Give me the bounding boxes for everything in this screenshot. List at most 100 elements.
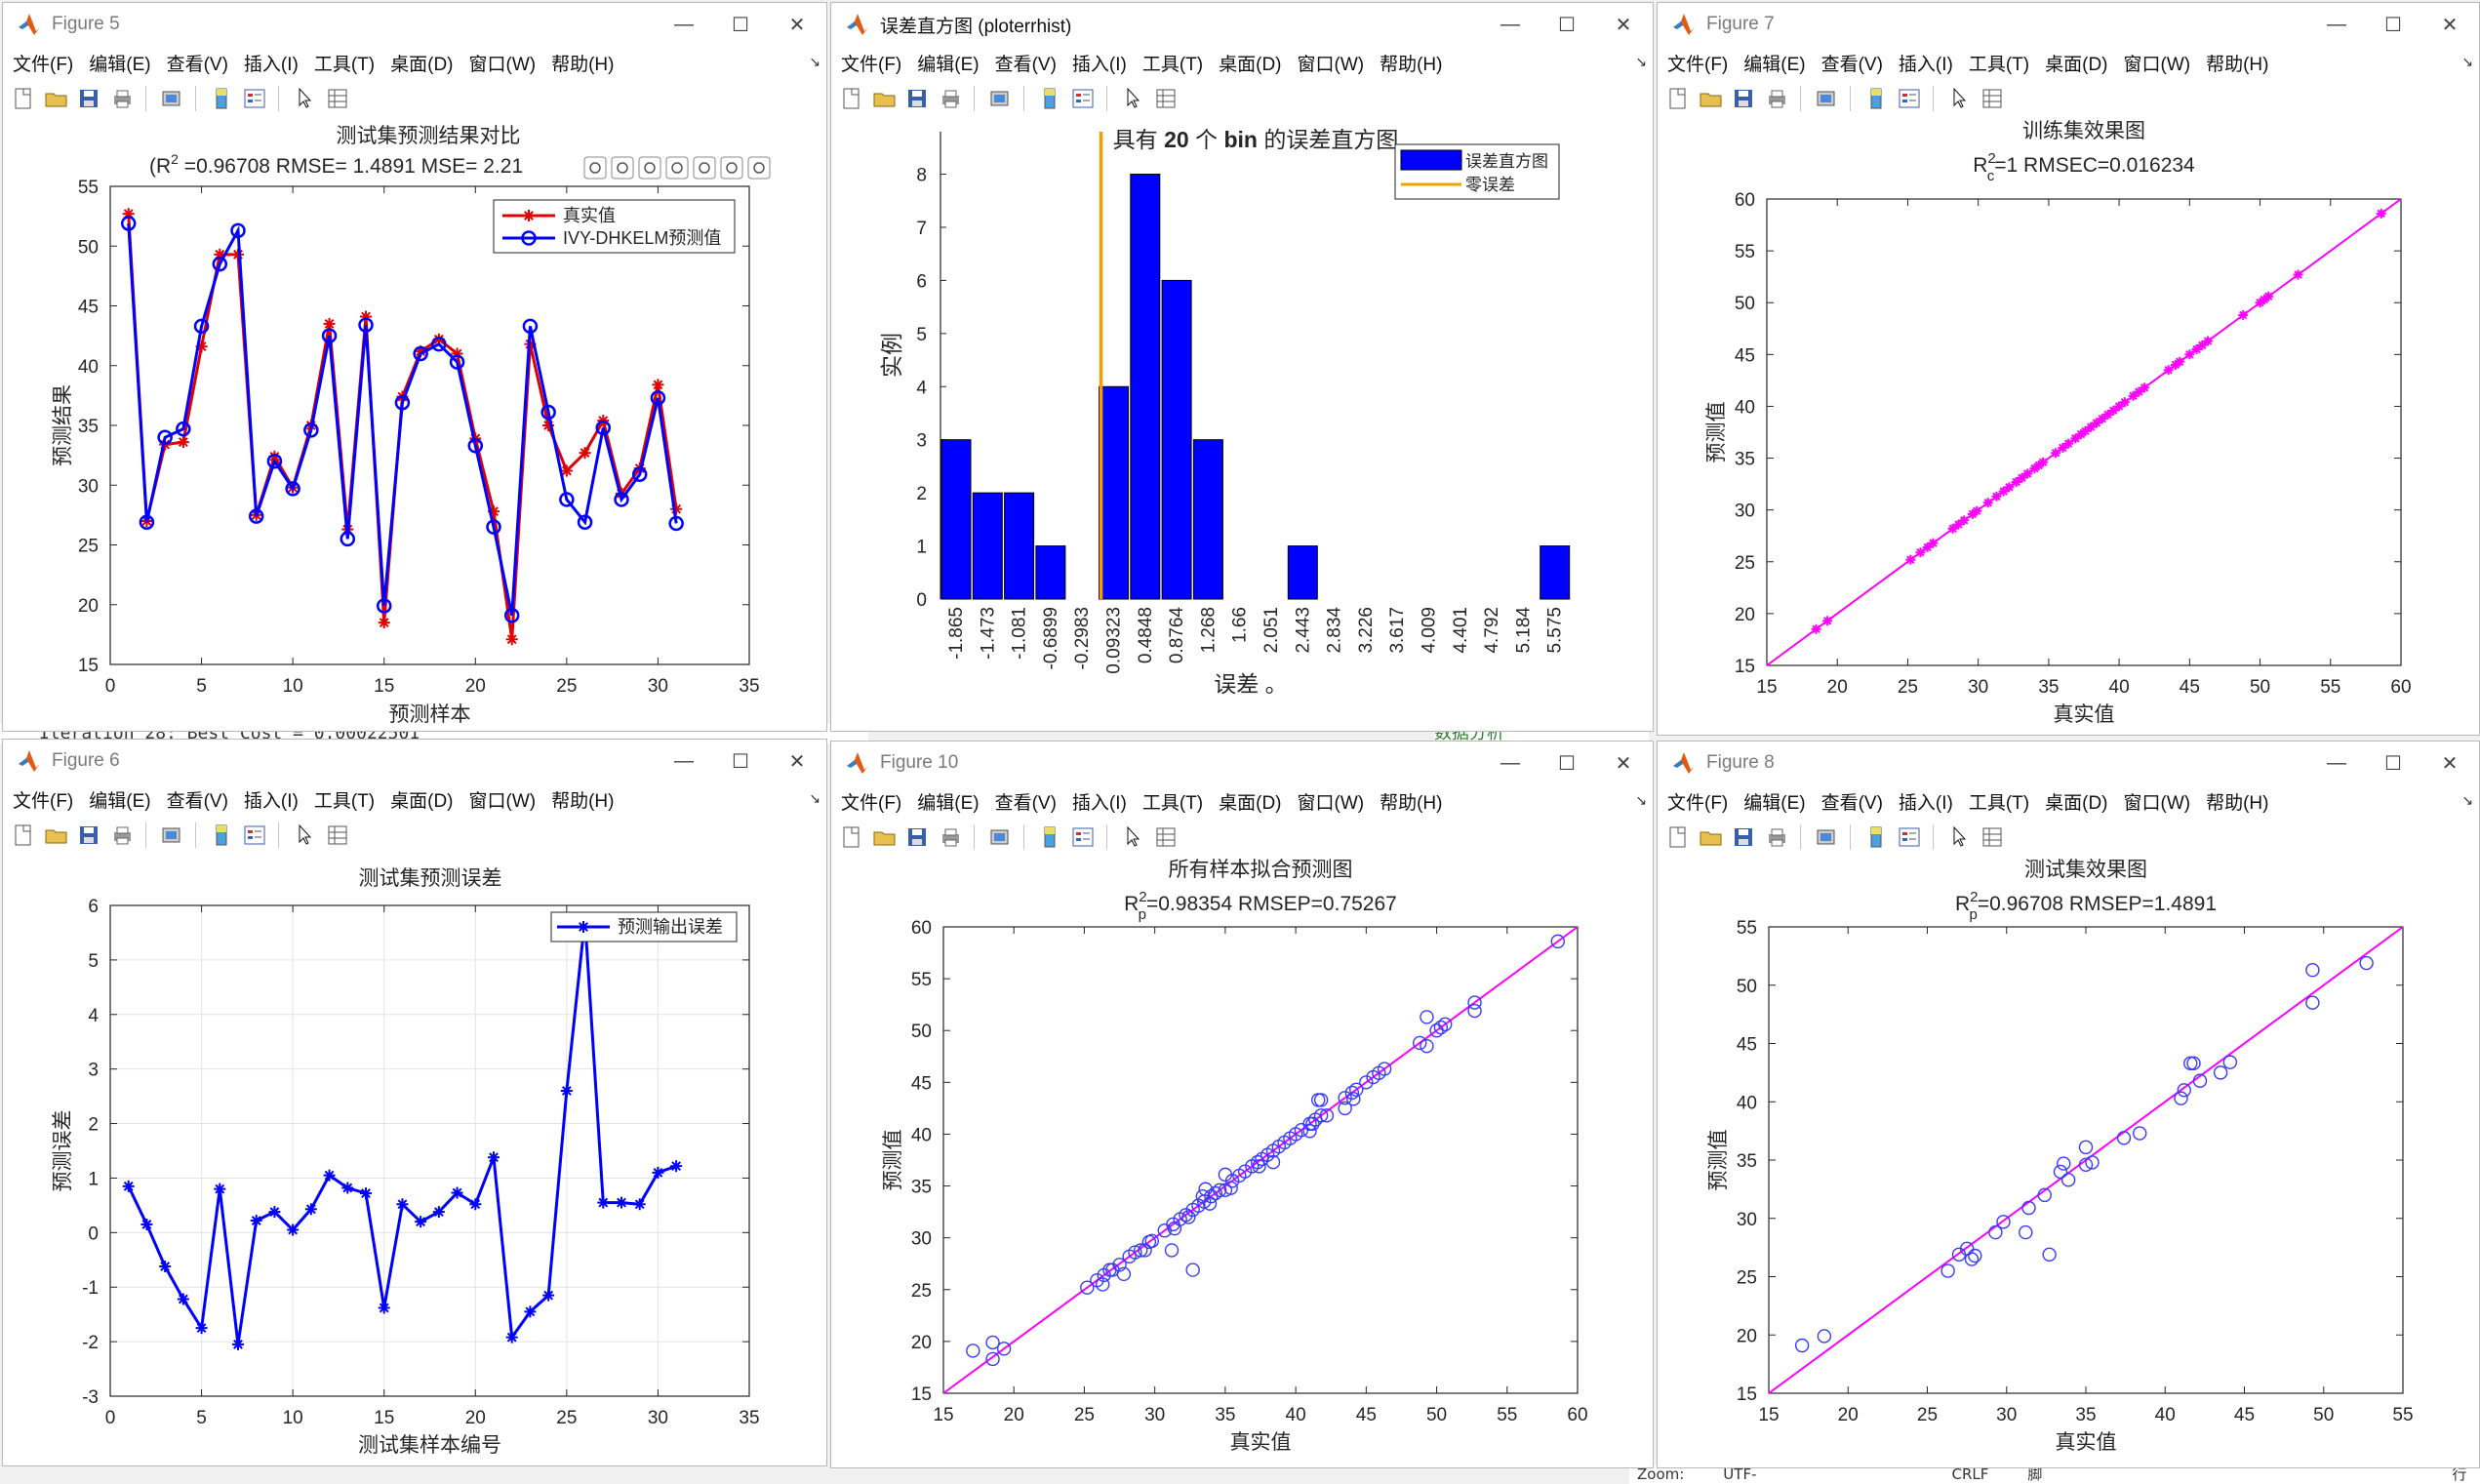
menu-overflow-arrow-icon[interactable]: ↘ — [2461, 792, 2473, 808]
figure-10-window[interactable]: Figure 10 — ☐ ✕ 文件(F) 编辑(E) 查看(V) 插入(I) 工具(T) 桌面(… — [830, 741, 1654, 1468]
menu-item-5[interactable]: 桌面(D) — [390, 54, 454, 75]
legend-button[interactable] — [241, 85, 268, 112]
menu-item-2[interactable]: 查看(V) — [994, 54, 1057, 75]
colorbar-button[interactable] — [1862, 85, 1890, 112]
menu-overflow-arrow-icon[interactable]: ↘ — [2461, 54, 2473, 69]
minimize-button[interactable]: — — [657, 740, 711, 782]
close-button[interactable]: ✕ — [2422, 742, 2477, 784]
pointer-button[interactable] — [1945, 85, 1973, 112]
menu-item-3[interactable]: 插入(I) — [1071, 54, 1127, 75]
axes[interactable]: 15 20 25 30 35 40 45 50 55 15 20 25 30 35 40 45 50 55 — [1737, 918, 2414, 1425]
legend-button[interactable] — [1896, 85, 1923, 112]
pointer-button[interactable] — [291, 822, 318, 849]
menu-item-1[interactable]: 编辑(E) — [917, 792, 980, 814]
figure-6-window[interactable]: Figure 6 — ☐ ✕ 文件(F) 编辑(E) 查看(V) 插入(I) 工具(T) 桌面(D… — [2, 739, 827, 1466]
menu-item-4[interactable]: 工具(T) — [1141, 54, 1204, 75]
pointer-button[interactable] — [1119, 85, 1146, 112]
open-folder-button[interactable] — [1697, 823, 1724, 851]
menu-item-5[interactable]: 桌面(D) — [390, 790, 454, 812]
colorbar-button[interactable] — [1862, 823, 1890, 851]
menu-item-1[interactable]: 编辑(E) — [89, 54, 151, 75]
menu-item-3[interactable]: 插入(I) — [1898, 792, 1953, 814]
menu-item-2[interactable]: 查看(V) — [994, 792, 1057, 814]
menu-item-4[interactable]: 工具(T) — [1141, 792, 1204, 814]
menu-item-6[interactable]: 窗口(W) — [468, 54, 537, 75]
maximize-button[interactable]: ☐ — [1540, 3, 1594, 46]
menu-item-0[interactable]: 文件(F) — [841, 54, 902, 75]
axes-toolbar[interactable] — [583, 156, 771, 180]
menu-overflow-arrow-icon[interactable]: ↘ — [1635, 792, 1647, 808]
title-bar[interactable]: Figure 5 — [3, 3, 826, 46]
print-preview-button[interactable] — [158, 822, 185, 849]
save-button[interactable] — [75, 822, 102, 849]
menu-item-0[interactable]: 文件(F) — [841, 792, 902, 814]
menu-item-4[interactable]: 工具(T) — [1968, 792, 2030, 814]
property-inspector-button[interactable] — [1979, 823, 2006, 851]
print-preview-button[interactable] — [986, 823, 1014, 851]
menu-item-3[interactable]: 插入(I) — [1898, 54, 1953, 75]
figure-5-window[interactable]: Figure 5 — ☐ ✕ 文件(F) 编辑(E) 查看(V) 插入(I) 工具(T) 桌面(D… — [2, 2, 827, 732]
menu-item-2[interactable]: 查看(V) — [166, 790, 228, 812]
open-folder-button[interactable] — [42, 822, 69, 849]
axes[interactable]: 15 20 25 30 35 40 45 50 55 60 15 20 25 30 35 40 45 50 55 60 — [1735, 190, 2412, 698]
menu-item-4[interactable]: 工具(T) — [313, 790, 376, 812]
menu-item-1[interactable]: 编辑(E) — [1743, 54, 1806, 75]
menu-item-0[interactable]: 文件(F) — [13, 54, 74, 75]
menu-item-6[interactable]: 窗口(W) — [1297, 792, 1365, 814]
save-button[interactable] — [903, 823, 931, 851]
menu-item-4[interactable]: 工具(T) — [313, 54, 376, 75]
title-bar[interactable]: 误差直方图 (ploterrhist) — [831, 3, 1653, 46]
menu-item-1[interactable]: 编辑(E) — [917, 54, 980, 75]
zoom-out-icon[interactable] — [720, 156, 743, 180]
new-file-button[interactable] — [9, 85, 36, 112]
open-folder-button[interactable] — [1697, 85, 1724, 112]
property-inspector-button[interactable] — [1152, 823, 1180, 851]
save-button[interactable] — [1730, 85, 1757, 112]
property-inspector-button[interactable] — [324, 822, 351, 849]
menu-item-0[interactable]: 文件(F) — [1667, 792, 1729, 814]
title-bar[interactable]: Figure 7 — [1658, 3, 2479, 46]
title-bar[interactable]: Figure 8 — [1658, 742, 2479, 784]
menu-overflow-arrow-icon[interactable]: ↘ — [809, 54, 820, 69]
title-bar[interactable]: Figure 10 — [831, 742, 1653, 784]
figure-7-window[interactable]: Figure 7 — ☐ ✕ 文件(F) 编辑(E) 查看(V) 插入(I) 工具(T) 桌面(D… — [1657, 2, 2480, 736]
save-button[interactable] — [903, 85, 931, 112]
colorbar-button[interactable] — [1036, 85, 1063, 112]
menu-item-1[interactable]: 编辑(E) — [1743, 792, 1806, 814]
title-bar[interactable]: Figure 6 — [3, 740, 826, 782]
menu-overflow-arrow-icon[interactable]: ↘ — [1635, 54, 1647, 69]
new-file-button[interactable] — [1663, 823, 1691, 851]
colorbar-button[interactable] — [1036, 823, 1063, 851]
pan-icon[interactable] — [665, 156, 689, 180]
menu-item-1[interactable]: 编辑(E) — [89, 790, 151, 812]
maximize-button[interactable]: ☐ — [713, 740, 768, 782]
home-icon[interactable] — [747, 156, 771, 180]
close-button[interactable]: ✕ — [770, 3, 824, 46]
brush-icon[interactable] — [583, 156, 607, 180]
print-button[interactable] — [108, 822, 136, 849]
menu-item-7[interactable]: 帮助(H) — [551, 54, 615, 75]
new-file-button[interactable] — [837, 85, 864, 112]
error-histogram-window[interactable]: 误差直方图 (ploterrhist) — ☐ ✕ 文件(F) 编辑(E) 查看(V) 插入(… — [830, 2, 1654, 732]
colorbar-button[interactable] — [208, 822, 235, 849]
axes[interactable]: 0 5 10 15 20 25 30 35 -3 -2 -1 0 1 2 3 4 5 6 — [82, 897, 759, 1428]
close-button[interactable]: ✕ — [770, 740, 824, 782]
new-file-button[interactable] — [837, 823, 864, 851]
menu-item-0[interactable]: 文件(F) — [1667, 54, 1729, 75]
maximize-button[interactable]: ☐ — [2366, 742, 2420, 784]
open-folder-button[interactable] — [870, 823, 898, 851]
close-button[interactable]: ✕ — [1596, 3, 1651, 46]
minimize-button[interactable]: — — [2309, 742, 2364, 784]
print-button[interactable] — [1763, 823, 1790, 851]
close-button[interactable]: ✕ — [2422, 3, 2477, 46]
print-preview-button[interactable] — [158, 85, 185, 112]
colorbar-button[interactable] — [208, 85, 235, 112]
property-inspector-button[interactable] — [1152, 85, 1180, 112]
rotate-icon[interactable] — [638, 156, 661, 180]
menu-item-2[interactable]: 查看(V) — [1820, 792, 1883, 814]
pointer-button[interactable] — [1119, 823, 1146, 851]
menu-item-5[interactable]: 桌面(D) — [1219, 792, 1282, 814]
menu-item-6[interactable]: 窗口(W) — [1297, 54, 1365, 75]
legend-button[interactable] — [241, 822, 268, 849]
